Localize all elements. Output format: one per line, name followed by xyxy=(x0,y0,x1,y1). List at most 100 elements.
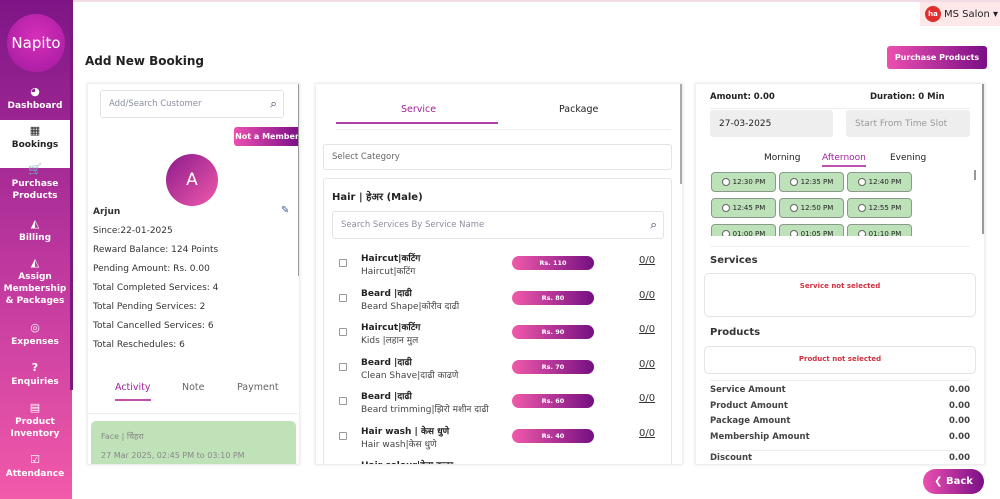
search-icon[interactable]: ⌕ xyxy=(270,96,277,111)
sidebar-item-enquiries[interactable]: ? Enquiries xyxy=(0,362,70,388)
radio-icon[interactable] xyxy=(857,230,866,236)
service-name: Hair colour|केस कलर xyxy=(361,458,453,464)
divider xyxy=(88,413,298,414)
radio-icon[interactable] xyxy=(789,204,798,212)
divider xyxy=(710,108,970,109)
service-checkbox[interactable] xyxy=(339,397,347,405)
category-title: Hair | हेअर (Male) xyxy=(332,192,423,203)
sidebar-item-expenses[interactable]: ◎ Expenses xyxy=(0,322,70,348)
service-row[interactable]: Hair wash | केस धुणे Hair wash|केस धुणे … xyxy=(339,420,679,454)
napito-logo[interactable]: Napito xyxy=(7,14,65,72)
time-slot-input[interactable]: Start From Time Slot xyxy=(846,110,970,137)
services-title: Services xyxy=(710,255,758,266)
summary-label: Product Amount xyxy=(710,400,788,411)
divider xyxy=(710,246,970,247)
tab-package[interactable]: Package xyxy=(559,104,599,115)
sidebar-item-dashboard[interactable]: ◕ Dashboard xyxy=(0,86,70,112)
service-checkbox[interactable] xyxy=(339,431,347,440)
service-subname: Haircut|कटिंग xyxy=(361,267,416,277)
service-row[interactable]: Haircut|कटिंग Haircut|कटिंग Rs. 110 0/0 xyxy=(339,247,679,281)
purchase-products-button[interactable]: Purchase Products xyxy=(887,46,987,69)
service-checkbox[interactable] xyxy=(339,293,347,302)
radio-icon[interactable] xyxy=(721,204,730,212)
user-menu[interactable]: ha MS Salon ▾ xyxy=(920,2,1000,26)
tab-note[interactable]: Note xyxy=(182,382,205,393)
question-icon: ? xyxy=(31,361,39,374)
time-slot[interactable]: 12:40 PM xyxy=(847,172,912,192)
service-row[interactable]: Beard |दाढी Clean Shave|दाढी काढणे Rs. 7… xyxy=(339,351,679,385)
service-name: Haircut|कटिंग xyxy=(361,254,421,264)
time-slot[interactable]: 12:50 PM xyxy=(779,198,844,218)
service-list-box: Hair | हेअर (Male) Search Services By Se… xyxy=(323,178,672,464)
services-panel: Service Package Select Category Hair | ह… xyxy=(315,83,683,465)
sidebar-scrollbar[interactable] xyxy=(70,0,73,390)
service-price: Rs. 90 xyxy=(512,325,594,339)
tab-activity[interactable]: Activity xyxy=(115,382,151,401)
tab-afternoon[interactable]: Afternoon xyxy=(822,153,866,167)
service-count[interactable]: 0/0 xyxy=(639,255,656,266)
service-name: Hair wash | केस धुणे xyxy=(361,426,450,437)
radio-icon[interactable] xyxy=(789,230,798,236)
sidebar-item-attendance[interactable]: ☑ Attendance xyxy=(0,454,70,480)
search-icon[interactable]: ⌕ xyxy=(650,217,657,232)
date-input[interactable]: 27-03-2025 xyxy=(710,110,833,137)
sidebar-item-membership[interactable]: ◭ Assign Membership & Packages xyxy=(0,257,70,307)
service-subname: Clean Shave|दाढी काढणे xyxy=(361,370,459,381)
customer-name: Arjun xyxy=(93,207,121,217)
radio-icon[interactable] xyxy=(789,178,798,186)
time-slot[interactable]: 12:30 PM xyxy=(711,172,776,192)
service-row[interactable]: Beard |दाढी Beard Shape|कोरीव दाढी Rs. 8… xyxy=(339,282,679,316)
service-search-input[interactable]: Search Services By Service Name ⌕ xyxy=(332,211,664,239)
customer-search-input[interactable]: Add/Search Customer ⌕ xyxy=(100,90,284,118)
customer-avatar: A xyxy=(166,154,218,206)
service-count[interactable]: 0/0 xyxy=(639,393,656,404)
service-count[interactable]: 0/0 xyxy=(639,289,656,301)
slot-scrollbar[interactable] xyxy=(974,170,976,180)
summary-label: Discount xyxy=(710,453,753,463)
activity-card[interactable]: Face | चिेहरा 27 Mar 2025, 02:45 PM to 03… xyxy=(91,421,296,464)
radio-icon[interactable] xyxy=(857,204,866,212)
service-price: Rs. 60 xyxy=(512,394,594,408)
tab-payment[interactable]: Payment xyxy=(237,382,279,393)
service-row[interactable]: Haircut|कटिंग Kids |लहान मुल Rs. 90 0/0 xyxy=(339,316,679,350)
back-button[interactable]: ❮ Back xyxy=(923,469,984,494)
service-checkbox[interactable] xyxy=(339,328,347,336)
panel-scrollbar[interactable] xyxy=(982,84,984,234)
radio-icon[interactable] xyxy=(857,178,866,186)
edit-icon[interactable]: ✎ xyxy=(281,205,290,216)
service-count[interactable]: 0/0 xyxy=(639,358,656,370)
sidebar-item-product-inventory[interactable]: ▤ Product Inventory xyxy=(0,402,70,440)
time-slot[interactable]: 01:05 PM xyxy=(779,224,844,236)
sidebar: Napito ◕ Dashboard ▦ Bookings 🛒 Purchase Pr… xyxy=(0,0,73,499)
service-subname: Kids |लहान मुल xyxy=(361,336,419,346)
time-slot[interactable]: 01:10 PM xyxy=(847,224,912,236)
tab-service[interactable]: Service xyxy=(401,104,437,115)
sidebar-item-billing[interactable]: ◭ Billing xyxy=(0,218,70,244)
service-checkbox[interactable] xyxy=(339,259,347,267)
radio-icon[interactable] xyxy=(721,178,730,186)
service-name: Beard |दाढी xyxy=(361,357,412,368)
panel-scrollbar[interactable] xyxy=(680,84,682,184)
panel-scrollbar[interactable] xyxy=(298,84,299,276)
activity-service: Face | चिेहरा xyxy=(101,432,144,441)
member-status-badge[interactable]: Not a Member xyxy=(234,127,299,146)
time-slot[interactable]: 12:55 PM xyxy=(847,198,912,218)
sidebar-item-purchase-products[interactable]: 🛒 Purchase Products xyxy=(0,164,70,202)
tab-evening[interactable]: Evening xyxy=(890,153,927,163)
service-count[interactable]: 0/0 xyxy=(639,427,656,439)
service-checkbox[interactable] xyxy=(339,362,347,371)
summary-row: Service Amount 0.00 xyxy=(710,385,970,395)
service-row[interactable]: Hair colour|केस कलर xyxy=(339,454,679,464)
time-slot[interactable]: 01:00 PM xyxy=(711,224,776,236)
sidebar-item-bookings[interactable]: ▦ Bookings xyxy=(0,120,70,168)
membership-icon: ◭ xyxy=(30,256,40,269)
category-select[interactable]: Select Category xyxy=(323,144,672,170)
selected-services-box: Service not selected xyxy=(704,273,976,317)
time-slot[interactable]: 12:35 PM xyxy=(779,172,844,192)
service-row[interactable]: Beard |दाढी Beard trimming|झिरो मशीन दाढ… xyxy=(339,385,679,419)
summary-value: 0.00 xyxy=(949,416,970,426)
time-slot[interactable]: 12:45 PM xyxy=(711,198,776,218)
radio-icon[interactable] xyxy=(721,230,730,236)
tab-morning[interactable]: Morning xyxy=(764,153,801,163)
service-count[interactable]: 0/0 xyxy=(639,324,656,335)
